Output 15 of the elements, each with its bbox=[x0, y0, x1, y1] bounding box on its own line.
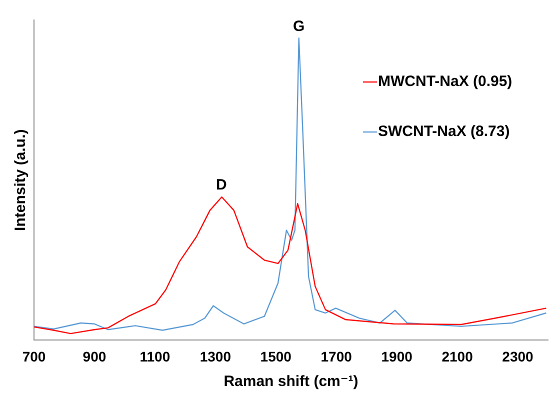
x-tick-label: 1900 bbox=[381, 348, 413, 364]
x-tick-label: 2300 bbox=[502, 348, 534, 364]
x-tick-label: 1300 bbox=[200, 348, 232, 364]
annotation: D bbox=[216, 176, 228, 194]
x-tick-label: 900 bbox=[82, 348, 106, 364]
x-tick-label: 2100 bbox=[442, 348, 474, 364]
x-tick-label: 1700 bbox=[320, 348, 352, 364]
annotation: G bbox=[293, 18, 305, 35]
x-tick-label: 1500 bbox=[260, 348, 292, 364]
legend-label: SWCNT-NaX (8.73) bbox=[378, 123, 510, 140]
x-tick-label: 1100 bbox=[140, 348, 170, 364]
x-tick-label: 700 bbox=[22, 348, 46, 364]
legend-label: MWCNT-NaX (0.95) bbox=[378, 73, 512, 90]
x-axis-title: Raman shift (cm⁻¹) bbox=[224, 373, 358, 390]
y-axis-title: Intensity (a.u.) bbox=[12, 129, 30, 231]
